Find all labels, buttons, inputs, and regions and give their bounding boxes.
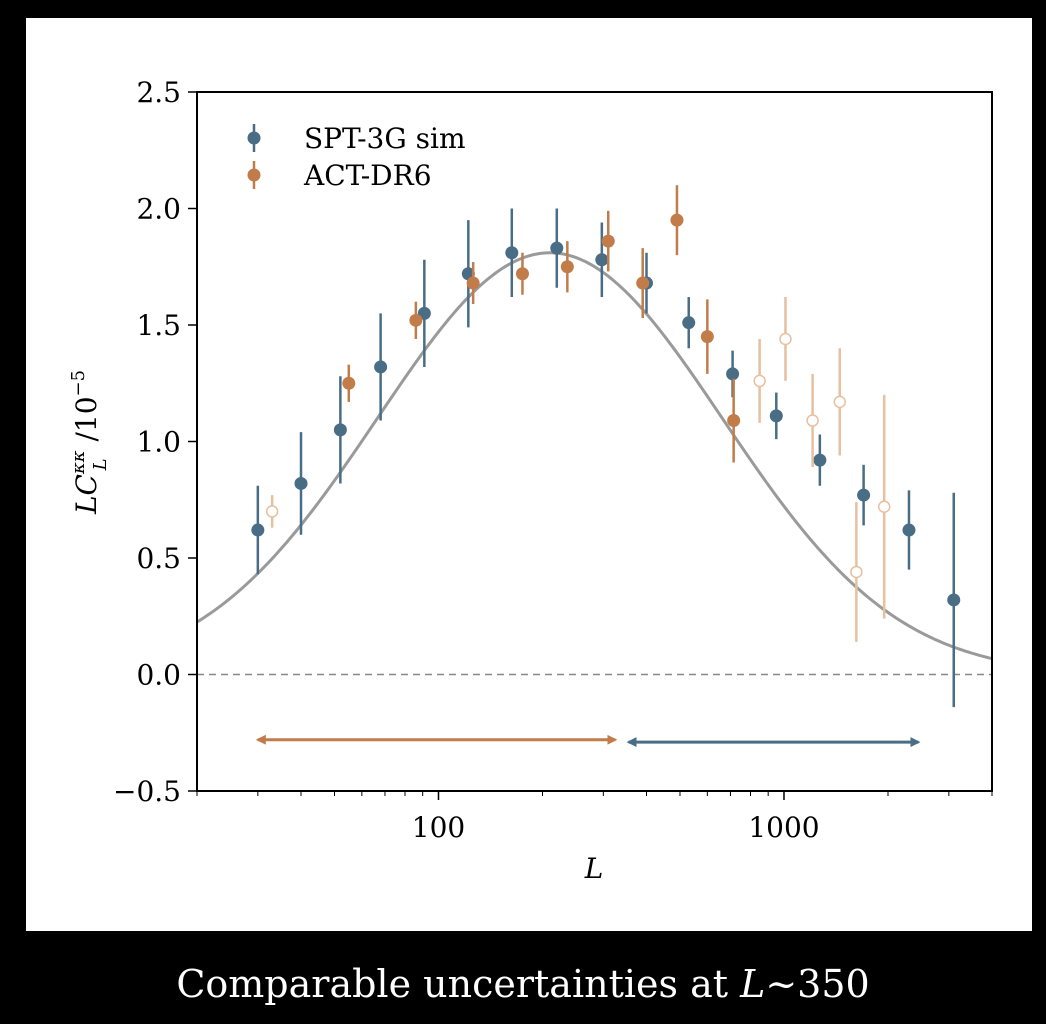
theory-curve — [196, 251, 993, 661]
y-tick-label: 1.0 — [136, 426, 181, 459]
axes-frame — [196, 91, 993, 792]
spt-3g-sim-point — [813, 434, 827, 486]
legend-entry-act-dr6: ACT-DR6 — [247, 159, 432, 192]
legend-entry-spt-3g-sim: SPT-3G sim — [247, 122, 466, 155]
act-dr6-marker — [727, 414, 741, 428]
spt-3g-sim-marker — [595, 253, 609, 267]
act-dr6-point — [560, 241, 574, 293]
act-dr6-marker — [670, 213, 684, 227]
x-axis-label: L — [584, 852, 604, 885]
legend-marker — [247, 131, 261, 145]
spt-3g-sim-point — [857, 464, 871, 526]
spt-3g-sim-point — [902, 490, 916, 570]
act-dr6-marker — [342, 376, 356, 390]
spt-3g-sim-point — [417, 259, 431, 367]
act-dr6-point — [670, 185, 684, 256]
spt-3g-sim-marker — [505, 246, 519, 260]
spt-3g-sim-marker — [682, 316, 696, 330]
act-dr6-point — [466, 262, 480, 305]
spt-3g-sim-marker — [550, 241, 564, 255]
spt-3g-sim-point — [374, 313, 388, 421]
spt-3g-sim-point — [682, 297, 696, 349]
act-dr6-marker — [700, 330, 714, 344]
act-dr6-marker-open — [877, 500, 891, 513]
act-dr6-marker-open — [806, 414, 819, 427]
spt-3g-sim-marker — [902, 523, 916, 537]
y-axis-label: LCκκL /10−5 — [68, 370, 111, 515]
spt-3g-sim-point — [550, 208, 564, 288]
legend-label: ACT-DR6 — [303, 159, 432, 192]
act-dr6-point — [877, 394, 891, 619]
y-tick-label: 0.0 — [136, 659, 181, 692]
act-dr6-marker — [515, 267, 529, 281]
legend: SPT-3G sim ACT-DR6 — [247, 122, 466, 192]
act-dr6-point — [342, 364, 356, 402]
act-dr6-marker — [409, 313, 423, 327]
x-tick-label: 1000 — [748, 811, 819, 844]
spt-3g-sim-point — [333, 376, 347, 484]
y-tick-label: 2.0 — [136, 193, 181, 226]
act-dr6-point — [265, 495, 279, 528]
figure-panel: −0.5 0.0 0.5 1.0 1.5 2.0 2.5 100 1000 SPT-3G sim… — [26, 18, 1032, 931]
legend-label: SPT-3G sim — [304, 122, 466, 155]
spt-3g-sim-point — [595, 222, 609, 298]
act-dr6-point — [700, 299, 714, 374]
act-dr6-marker-open — [753, 374, 766, 388]
act-dr6-marker — [636, 276, 650, 290]
act-dr6-marker — [601, 234, 615, 248]
y-tick-label: 2.5 — [136, 76, 181, 109]
spt-3g-sim-point — [251, 485, 265, 575]
act-dr6-marker — [466, 276, 480, 290]
spt-3g-sim-marker — [769, 409, 783, 423]
act-dr6-point — [727, 378, 741, 463]
act-dr6-marker-open — [850, 565, 863, 579]
spt-3g-sim-marker — [374, 360, 388, 374]
act-dr6-marker-open — [833, 395, 846, 409]
caption-text-after: ~350 — [765, 962, 870, 1006]
spt-3g-sim-point — [505, 208, 519, 298]
spt-3g-sim-marker — [294, 476, 308, 490]
act-dr6-point — [515, 252, 529, 295]
caption-text-before: Comparable uncertainties at — [176, 962, 741, 1006]
spt-3g-sim-point — [294, 432, 308, 535]
spt-3g-sim-marker — [251, 523, 265, 537]
y-tick-label: 1.5 — [136, 309, 181, 342]
spt-3g-sim-marker — [813, 453, 827, 467]
act-dr6-point — [409, 301, 423, 339]
legend-marker — [247, 168, 261, 182]
chart: −0.5 0.0 0.5 1.0 1.5 2.0 2.5 100 1000 SPT-3G sim… — [68, 76, 993, 885]
caption: Comparable uncertainties at L~350 — [0, 962, 1046, 1006]
x-tick-label: 100 — [412, 811, 465, 844]
spt-3g-sim-marker — [726, 367, 740, 381]
spt-3g-sim-point — [947, 492, 961, 708]
spt-3g-sim-point — [769, 392, 783, 440]
act-dr6-point — [850, 502, 863, 642]
act-dr6-marker-open — [779, 332, 792, 346]
act-dr6-point — [753, 338, 766, 423]
spt-3g-sim-marker — [947, 593, 961, 607]
act-dr6-marker-open — [265, 505, 279, 518]
spt-3g-sim-marker — [333, 423, 347, 437]
act-dr6-point — [636, 248, 650, 319]
act-dr6-point — [833, 348, 846, 456]
act-dr6-marker — [560, 260, 574, 274]
act-dr6-point — [601, 210, 615, 272]
spt-3g-sim-marker — [857, 488, 871, 502]
act-dr6-point — [806, 373, 819, 468]
y-tick-label: 0.5 — [136, 542, 181, 575]
act-dr6-point — [779, 297, 792, 381]
y-tick-label: −0.5 — [113, 775, 181, 808]
caption-italic-L: L — [740, 962, 766, 1006]
